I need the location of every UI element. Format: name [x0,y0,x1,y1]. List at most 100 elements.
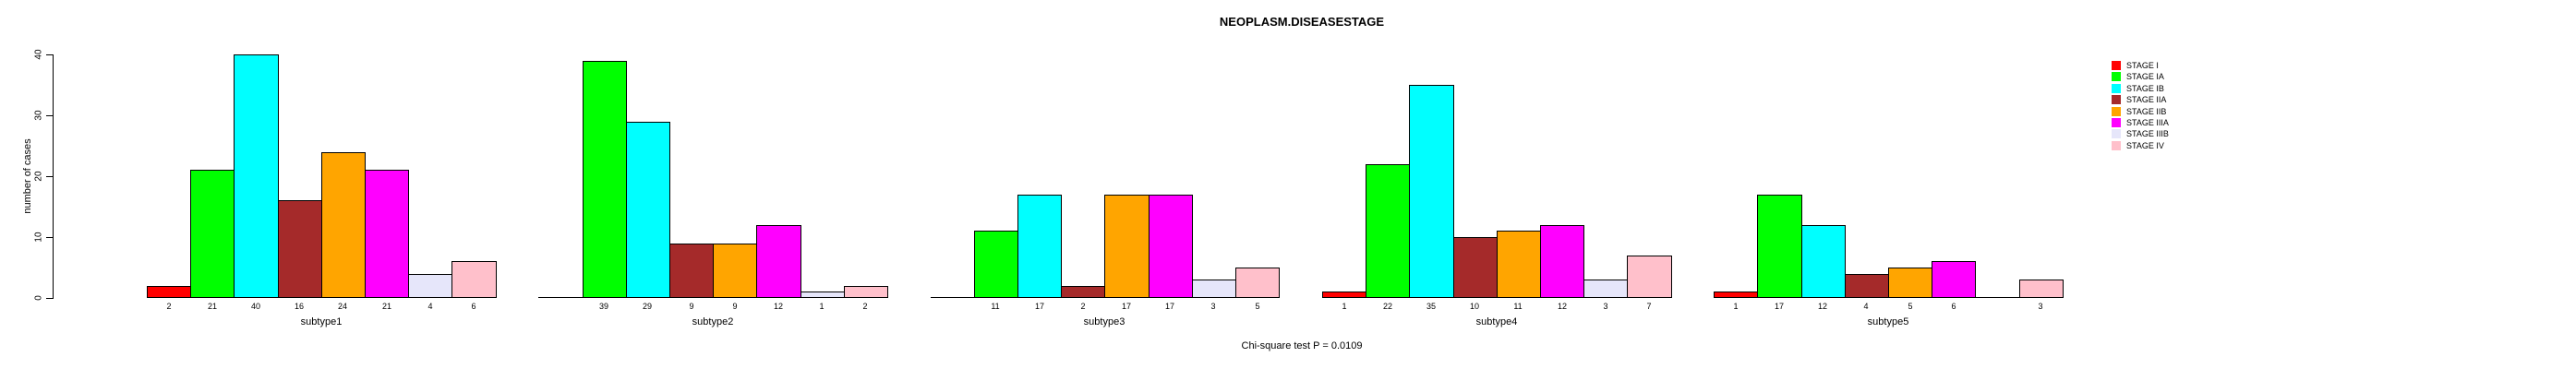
bar-value-label: 22 [1382,302,1393,311]
bar-value-label: 16 [294,302,305,311]
x-axis-category-label: subtype2 [692,316,734,327]
bar-subtype2-stage-ia [583,61,627,298]
bar-subtype2-stage-iiia [756,225,801,298]
bar-subtype4-stage-ia [1366,164,1410,298]
bar-subtype3-stage-ib [1017,195,1062,298]
bar-value-label: 35 [1426,302,1437,311]
bar-value-label: 17 [1121,302,1132,311]
legend-label: STAGE IIB [2126,107,2167,116]
bar-subtype3-stage-iib [1104,195,1150,298]
bar-subtype4-stage-iiia [1540,225,1584,298]
bar-subtype2-stage-ib [626,122,670,298]
bar-subtype4-stage-ib [1409,85,1454,298]
x-axis-category-label: subtype4 [1475,316,1518,327]
x-axis-category-label: subtype5 [1867,316,1909,327]
legend-swatch-stage-ia [2112,72,2121,81]
y-axis-tick [46,115,53,116]
bar-subtype3-stage-iiia [1149,195,1193,298]
bar-value-label: 3 [1210,302,1216,311]
legend-label: STAGE IIA [2126,95,2167,104]
bar-subtype4-stage-iiib [1583,280,1628,298]
bar-subtype2-stage-iiib [800,292,845,298]
bar-value-label: 29 [642,302,653,311]
legend-swatch-stage-i [2112,61,2121,70]
bar-subtype5-stage-iv [2019,280,2064,298]
bar-value-label: 2 [862,302,868,311]
bar-subtype3-stage-iia [1061,286,1105,298]
x-axis-category-label: subtype3 [1083,316,1125,327]
bar-subtype1-stage-iiib [408,274,452,298]
bar-value-label: 39 [598,302,609,311]
legend-label: STAGE I [2126,61,2159,70]
bar-subtype5-stage-ib [1801,225,1846,298]
bar-subtype2-stage-iib [713,244,757,298]
bar-subtype4-stage-iv [1627,256,1672,298]
bar-value-label: 3 [1603,302,1608,311]
bar-value-label: 9 [732,302,738,311]
bar-value-label: 1 [819,302,825,311]
bar-value-label: 2 [1080,302,1086,311]
bar-value-label: 3 [2038,302,2043,311]
bar-subtype4-stage-iia [1453,237,1498,298]
y-axis-tick-label: 10 [33,232,44,243]
bar-subtype4-stage-iib [1497,231,1541,298]
bar-value-label: 4 [427,302,433,311]
chi-square-annotation: Chi-square test P = 0.0109 [1241,340,1363,351]
bar-subtype5-stage-iib [1888,268,1932,298]
bar-value-label: 2 [166,302,172,311]
bar-value-label: 21 [207,302,218,311]
bar-subtype3-stage-ia [974,231,1018,298]
chart-title: NEOPLASM.DISEASESTAGE [1219,15,1385,29]
y-axis-tick-label: 40 [33,49,44,60]
y-axis-tick [46,54,53,55]
y-axis-tick-label: 20 [33,171,44,182]
bar-value-label: 6 [1951,302,1956,311]
x-axis-category-label: subtype1 [300,316,343,327]
bar-value-label: 17 [1164,302,1175,311]
legend-swatch-stage-ib [2112,84,2121,93]
bar-value-label: 7 [1646,302,1652,311]
bar-value-label: 5 [1255,302,1260,311]
y-axis-tick-label: 30 [33,110,44,121]
bar-subtype1-stage-i [147,286,191,298]
bar-value-label: 21 [381,302,392,311]
y-axis-tick [46,298,53,299]
legend-label: STAGE IIIB [2126,129,2169,138]
bar-value-label: 17 [1774,302,1785,311]
bar-subtype5-stage-i [1714,292,1758,298]
bar-value-label: 12 [773,302,784,311]
bar-subtype1-stage-ia [190,170,235,298]
bar-subtype1-stage-iv [451,261,497,298]
bar-value-label: 12 [1817,302,1828,311]
bar-value-label: 6 [471,302,476,311]
y-axis-tick [46,176,53,177]
bar-value-label: 12 [1557,302,1568,311]
bar-value-label: 40 [250,302,261,311]
legend-label: STAGE IA [2126,72,2164,81]
bar-value-label: 10 [1469,302,1480,311]
legend-label: STAGE IIIA [2126,118,2169,127]
bar-subtype1-stage-iia [278,200,322,298]
bar-subtype5-stage-ia [1757,195,1802,298]
bar-subtype3-stage-iiib [1192,280,1236,298]
bar-value-label: 9 [689,302,694,311]
bar-subtype5-stage-iiia [1932,261,1976,298]
bar-value-label: 17 [1034,302,1045,311]
y-axis-tick [46,237,53,238]
legend-swatch-stage-iia [2112,95,2121,104]
y-axis-tick-label: 0 [33,295,44,301]
bar-value-label: 11 [991,302,1000,311]
legend-swatch-stage-iiia [2112,118,2121,127]
bar-subtype2-stage-iia [669,244,714,298]
legend-label: STAGE IB [2126,84,2164,93]
bar-subtype3-stage-iv [1235,268,1280,298]
bar-value-label: 5 [1908,302,1913,311]
bar-subtype4-stage-i [1322,292,1366,298]
legend-label: STAGE IV [2126,141,2164,150]
legend-swatch-stage-iv [2112,141,2121,150]
bar-subtype5-stage-iia [1845,274,1889,298]
bar-value-label: 24 [337,302,348,311]
bar-value-label: 4 [1863,302,1869,311]
bar-value-label: 1 [1342,302,1347,311]
